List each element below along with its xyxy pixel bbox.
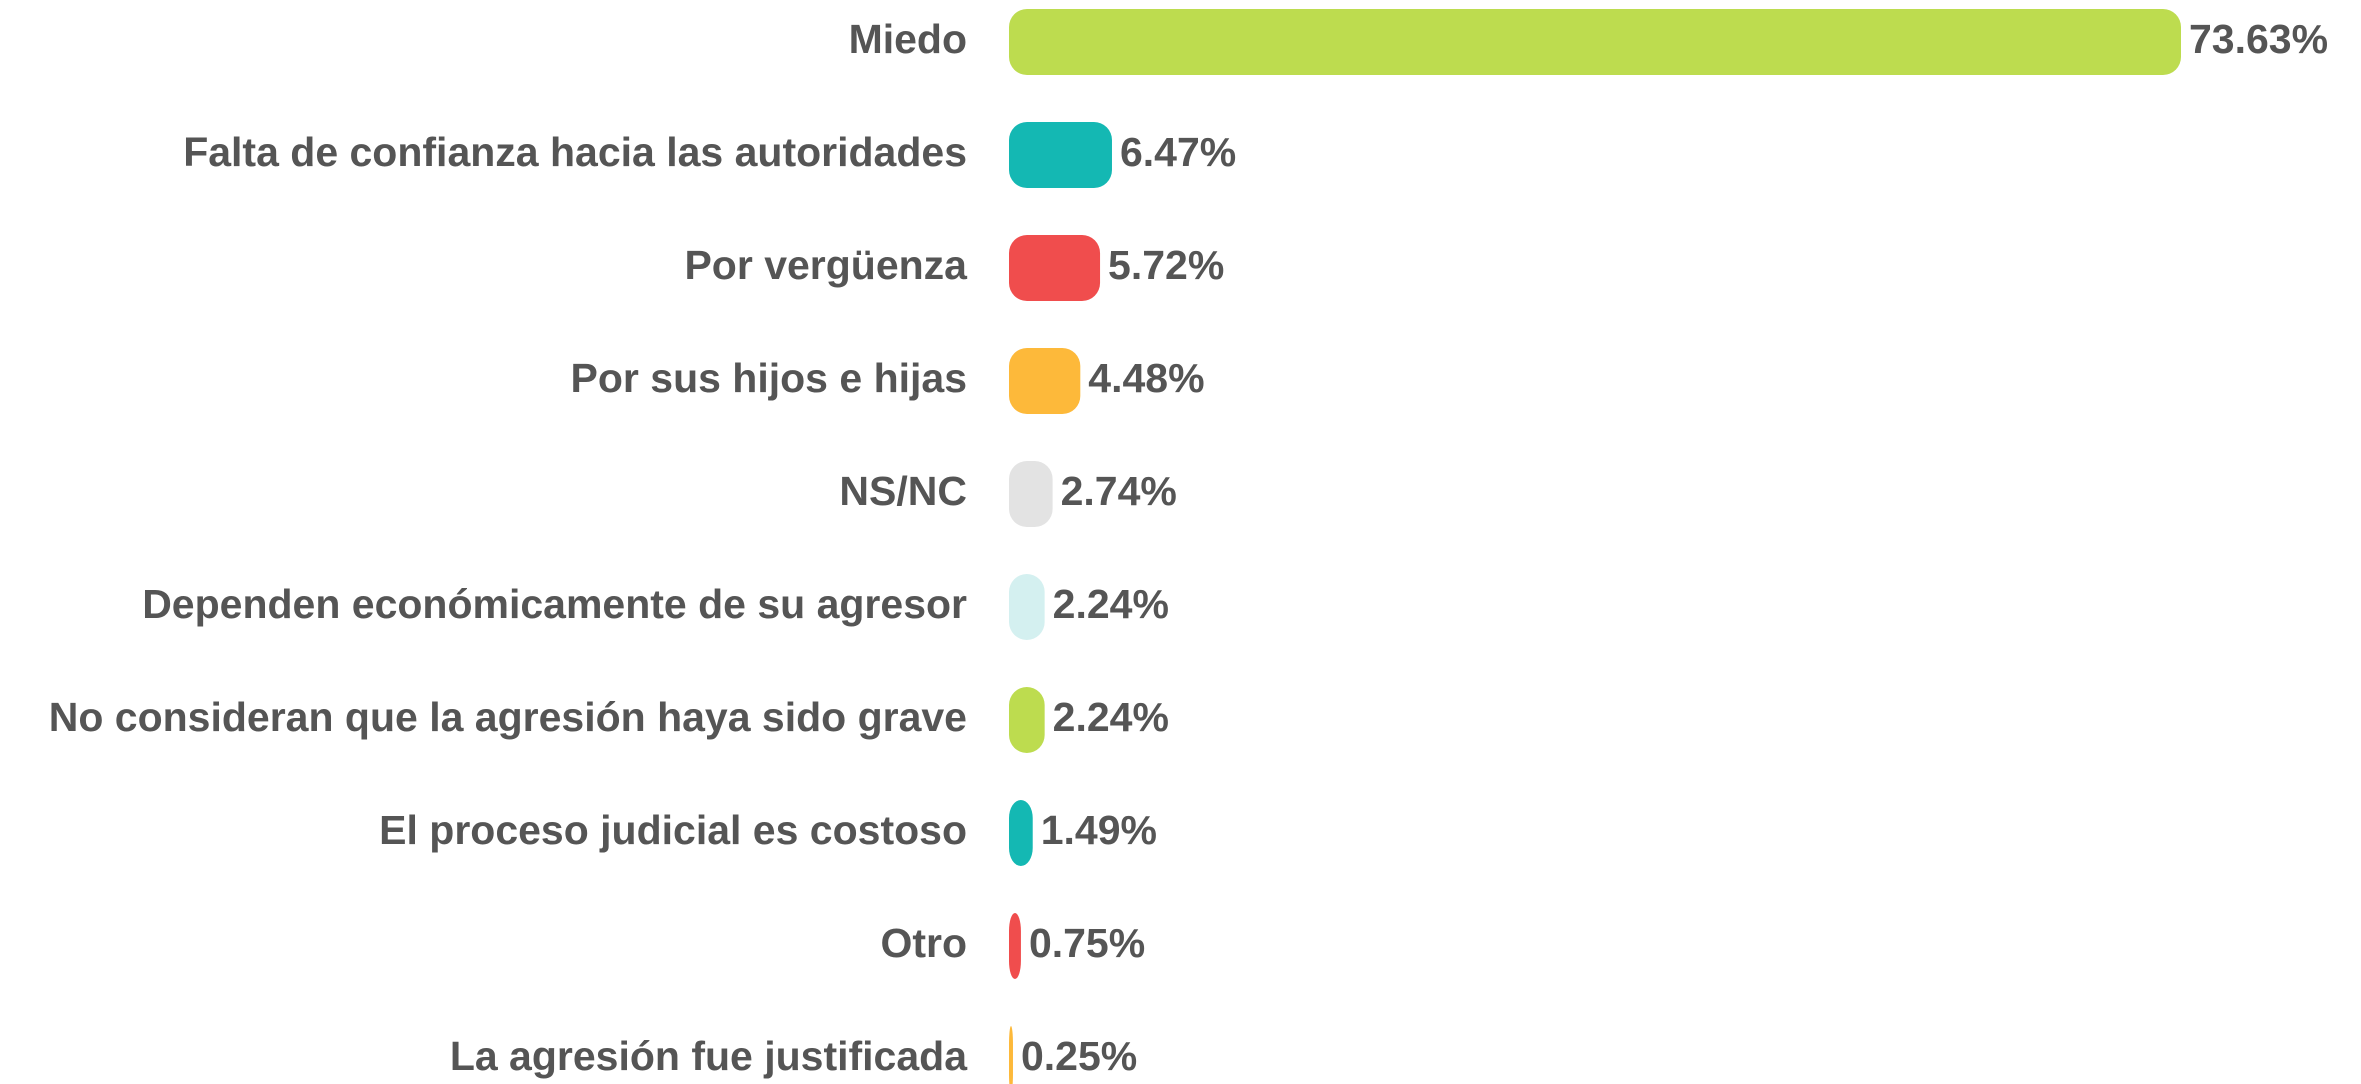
category-label: Otro — [880, 920, 967, 966]
value-label: 5.72% — [1108, 242, 1224, 288]
category-label: Miedo — [849, 16, 967, 62]
bar — [1009, 235, 1101, 301]
value-label: 0.75% — [1029, 920, 1145, 966]
value-label: 2.74% — [1061, 468, 1177, 514]
category-label: Por vergüenza — [684, 242, 968, 288]
category-label: Por sus hijos e hijas — [571, 355, 967, 401]
value-label: 6.47% — [1120, 129, 1236, 175]
bar — [1009, 348, 1081, 414]
category-label: NS/NC — [839, 468, 967, 514]
value-label: 2.24% — [1053, 694, 1169, 740]
bar — [1009, 461, 1053, 527]
value-label: 4.48% — [1088, 355, 1204, 401]
value-label: 1.49% — [1041, 807, 1157, 853]
bar — [1009, 1026, 1013, 1084]
category-label: No consideran que la agresión haya sido … — [49, 694, 967, 740]
bar — [1009, 687, 1045, 753]
bar — [1009, 913, 1021, 979]
bar — [1009, 9, 2181, 75]
value-label: 73.63% — [2189, 16, 2328, 62]
value-label: 2.24% — [1053, 581, 1169, 627]
category-label: La agresión fue justificada — [450, 1033, 968, 1079]
category-label: El proceso judicial es costoso — [379, 807, 967, 853]
bar — [1009, 574, 1045, 640]
category-label: Falta de confianza hacia las autoridades — [183, 129, 967, 175]
bar — [1009, 800, 1033, 866]
bar — [1009, 122, 1112, 188]
value-label: 0.25% — [1021, 1033, 1137, 1079]
category-label: Dependen económicamente de su agresor — [142, 581, 967, 627]
